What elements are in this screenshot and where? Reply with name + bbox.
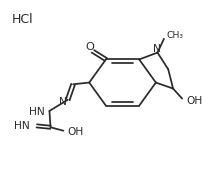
Text: O: O xyxy=(85,42,94,52)
Text: HN: HN xyxy=(14,121,30,131)
Text: HCl: HCl xyxy=(12,13,34,26)
Text: CH₃: CH₃ xyxy=(166,31,183,40)
Text: OH: OH xyxy=(68,127,84,137)
Text: OH: OH xyxy=(186,96,203,106)
Text: N: N xyxy=(59,97,67,107)
Text: HN: HN xyxy=(29,107,45,117)
Text: N: N xyxy=(153,44,161,54)
